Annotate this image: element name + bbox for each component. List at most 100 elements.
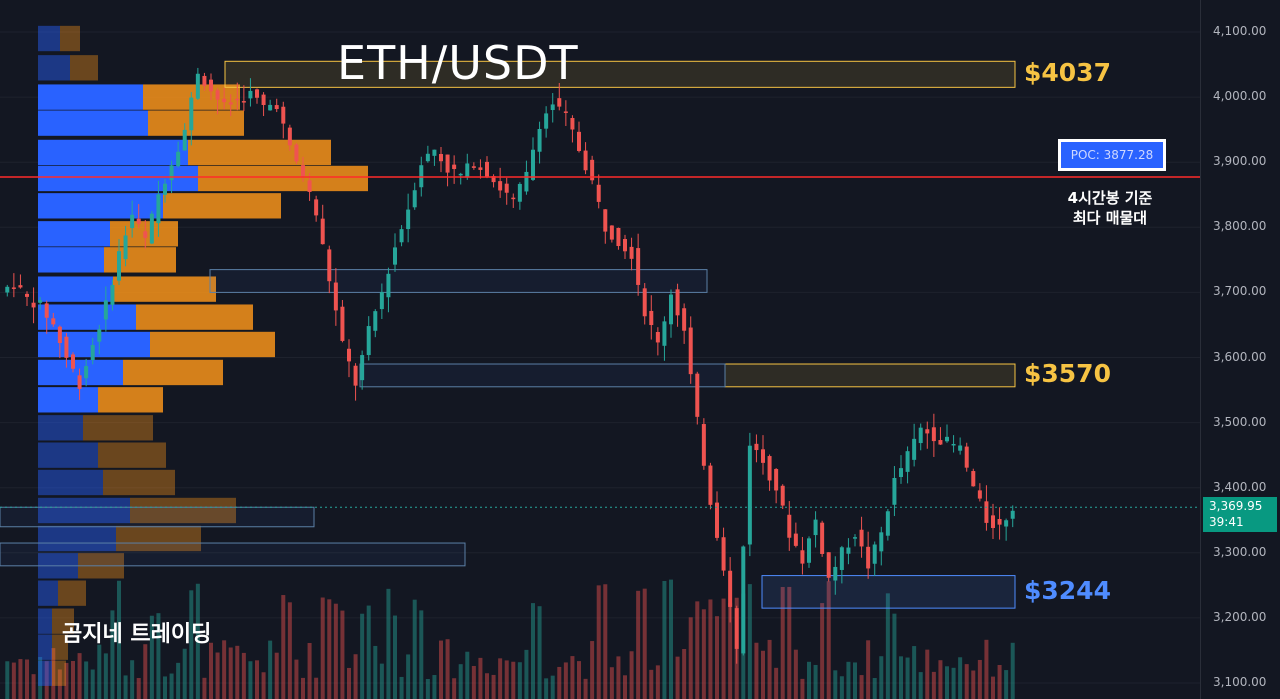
candle-body (675, 289, 680, 316)
candle-body (991, 515, 995, 528)
candle-body (90, 345, 95, 361)
volume-bar (182, 648, 187, 699)
volume-bar (655, 665, 660, 699)
volume-bar (281, 595, 286, 699)
zone-label-3570: $3570 (1024, 359, 1111, 389)
candle-body (853, 537, 857, 539)
vp-bar-buy (38, 580, 58, 606)
volume-bar (445, 639, 450, 699)
volume-bar (268, 640, 273, 699)
vp-bar-sell (83, 415, 153, 441)
candle-body (215, 90, 220, 100)
volume-bar (347, 667, 351, 699)
volume-bars (5, 579, 1015, 699)
volume-bar (333, 603, 338, 699)
vp-bar-buy (38, 276, 113, 302)
vp-bar-sell (130, 497, 236, 524)
candle-body (669, 294, 673, 325)
vp-bar-sell (98, 442, 166, 468)
volume-bar (103, 653, 108, 699)
current-price: 3,369.95 (1209, 499, 1263, 514)
candle-body (406, 209, 411, 230)
candle-body (452, 164, 457, 170)
candle-body (57, 326, 62, 343)
volume-bar (327, 599, 332, 699)
candle-body (899, 468, 903, 478)
candle-body (202, 75, 207, 86)
candle-body (701, 424, 706, 466)
vp-bar-sell (148, 110, 244, 136)
candle-body (537, 128, 542, 152)
volume-bar (912, 646, 917, 699)
volume-bar (563, 662, 568, 699)
volume-bar (688, 617, 693, 699)
candle-body (563, 111, 568, 113)
volume-bar (143, 644, 148, 699)
volume-bar (925, 649, 930, 699)
volume-bar (603, 584, 608, 699)
vp-bar-buy (38, 165, 198, 192)
vp-bar-sell (60, 25, 80, 52)
candle-body (97, 329, 102, 342)
candle-body (761, 449, 765, 463)
vp-bar-buy (38, 469, 103, 496)
volume-bar (747, 584, 752, 699)
vp-bar-sell (123, 359, 223, 386)
volume-bar (393, 615, 397, 699)
candle-body (248, 90, 253, 99)
candle-body (471, 166, 476, 168)
candle-body (846, 547, 851, 554)
candle-body (38, 300, 43, 303)
volume-bar (261, 672, 266, 699)
vp-bar-sell (58, 580, 86, 606)
candle-body (235, 98, 240, 101)
volume-bar (471, 665, 476, 699)
volume-bar (241, 652, 246, 699)
candle-body (478, 167, 483, 170)
candle-body (360, 355, 365, 381)
volume-bar (399, 676, 404, 699)
candle-timer: 39:41 (1209, 515, 1244, 530)
candle-body (143, 231, 148, 238)
candle-body (550, 104, 555, 111)
candle-body (800, 550, 805, 564)
candle-body (301, 165, 305, 177)
candle-body (189, 97, 194, 131)
candle-body (879, 532, 884, 552)
candle-body (130, 214, 135, 229)
candle-body (504, 183, 509, 193)
candle-body (31, 302, 36, 308)
candle-body (820, 522, 825, 554)
volume-bar (826, 581, 831, 699)
candle-body (255, 89, 259, 98)
volume-bar (550, 675, 555, 699)
candle-body (314, 199, 319, 216)
price-tick: 3,900.00 (1213, 154, 1267, 169)
volume-bar (899, 656, 903, 699)
price-tick: 3,600.00 (1213, 349, 1267, 364)
candle-body (149, 213, 154, 244)
price-axis[interactable]: 4,100.00 4,000.00 3,900.00 3,800.00 3,700.00… (1200, 0, 1280, 699)
volume-bar (879, 656, 884, 699)
zone-box (224, 60, 1016, 88)
candle-body (787, 514, 792, 538)
volume-bar (458, 664, 463, 699)
candle-body (399, 229, 404, 243)
volume-bar (412, 599, 417, 699)
volume-bar (623, 675, 627, 699)
poc-note-line2: 최다 매물대 (1072, 209, 1148, 227)
vp-bar-buy (38, 84, 143, 110)
candle-body (616, 227, 621, 247)
price-tick: 3,800.00 (1213, 219, 1267, 234)
candle-body (340, 306, 345, 341)
volume-bar (793, 649, 798, 699)
volume-bar (156, 613, 161, 699)
candle-body (123, 235, 128, 260)
candle-body (77, 375, 82, 389)
volume-bar (813, 664, 818, 699)
candle-body (11, 287, 16, 289)
volume-bar (839, 676, 844, 699)
volume-bar (1004, 670, 1009, 699)
vp-bar-sell (113, 276, 216, 302)
